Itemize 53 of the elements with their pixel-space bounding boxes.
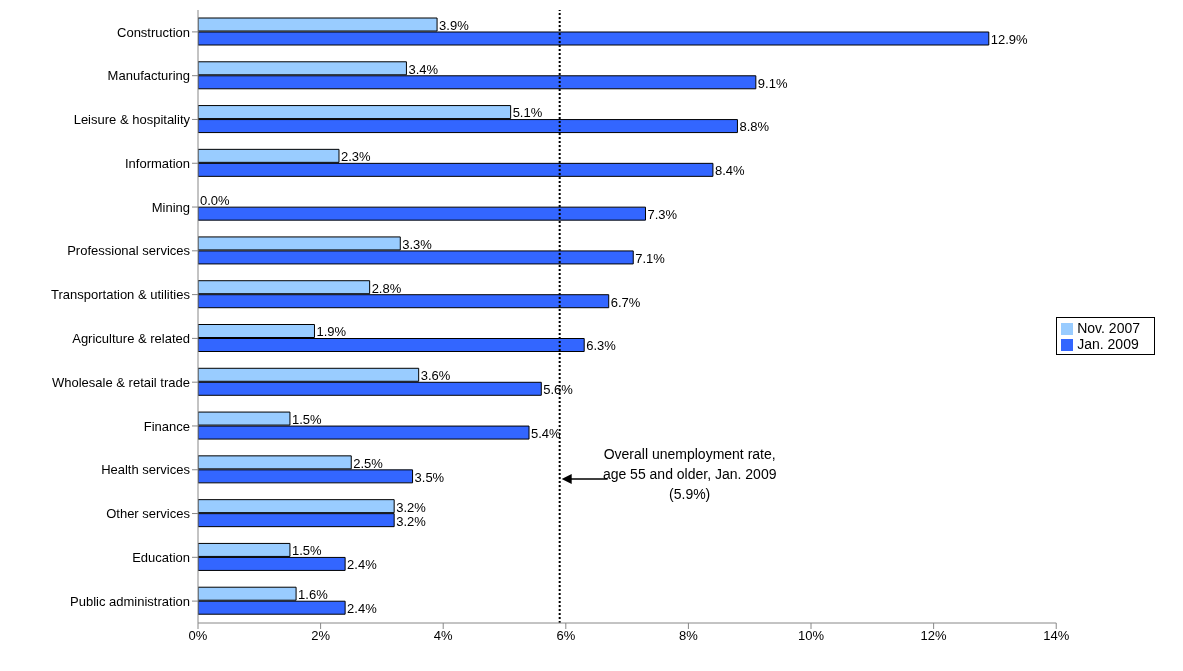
data-label: 2.3% [340, 149, 372, 165]
y-tick-label: Agriculture & related [72, 331, 190, 347]
data-label: 3.9% [439, 17, 470, 33]
y-tick-label: Construction [117, 24, 190, 40]
data-label: 3.3% [402, 236, 433, 252]
data-label: 3.6% [420, 368, 451, 384]
data-label: 3.2% [396, 513, 427, 529]
x-tick-label: 8% [679, 628, 699, 644]
x-tick-label: 10% [798, 628, 825, 644]
data-label: 8.4% [714, 163, 745, 179]
y-tick-label: Transportation & utilities [51, 287, 191, 303]
data-label: 1.6% [298, 587, 329, 603]
y-tick-label: Other services [106, 506, 191, 522]
data-label: 2.4% [347, 557, 378, 573]
ref-line-label: Overall unemployment rate, age 55 and older, Jan. 2009 (5.9%) [602, 445, 777, 502]
x-tick-label: 14% [1043, 628, 1070, 644]
data-label: 8.8% [739, 119, 770, 135]
data-label: 3.5% [414, 469, 445, 485]
x-tick-label: 4% [433, 628, 454, 644]
data-label: 7.3% [647, 207, 678, 223]
data-label: 3.2% [396, 499, 427, 515]
x-tick-label: 2% [311, 628, 331, 644]
data-label: 7.1% [635, 250, 666, 266]
data-label: 3.4% [408, 61, 439, 77]
data-label: 1.5% [291, 543, 323, 559]
data-label: 2.5% [353, 455, 384, 471]
data-label: 12.9% [990, 31, 1029, 47]
y-tick-label: Wholesale & retail trade [51, 374, 190, 390]
y-tick-label: Public administration [70, 593, 190, 609]
x-tick-label: 12% [920, 628, 948, 644]
y-tick-label: Education [132, 549, 190, 565]
data-label: 5.4% [531, 425, 562, 441]
y-tick-label: Manufacturing [107, 68, 190, 84]
legend-label: Jan. 2009 [1077, 335, 1139, 352]
data-label: 5.1% [512, 105, 543, 121]
data-label: 6.7% [610, 294, 641, 310]
y-tick-label: Mining [151, 199, 190, 215]
legend-label: Nov. 2007 [1077, 319, 1140, 336]
y-tick-label: Health services [101, 462, 191, 478]
data-label: 5.6% [543, 382, 574, 398]
data-label: 1.5% [291, 411, 323, 427]
y-tick-label: Finance [143, 418, 190, 434]
y-tick-label: Leisure & hospitality [73, 112, 191, 128]
x-tick-label: 6% [556, 628, 576, 644]
data-label: 6.3% [586, 338, 617, 354]
y-tick-label: Information [124, 155, 190, 171]
data-label: 1.9% [316, 324, 347, 340]
data-label: 2.8% [371, 280, 402, 296]
data-label: 2.4% [347, 601, 378, 617]
data-label: 9.1% [757, 75, 788, 91]
y-tick-label: Professional services [67, 243, 191, 259]
data-label: 0.0% [200, 193, 231, 209]
x-tick-label: 0% [188, 628, 208, 644]
